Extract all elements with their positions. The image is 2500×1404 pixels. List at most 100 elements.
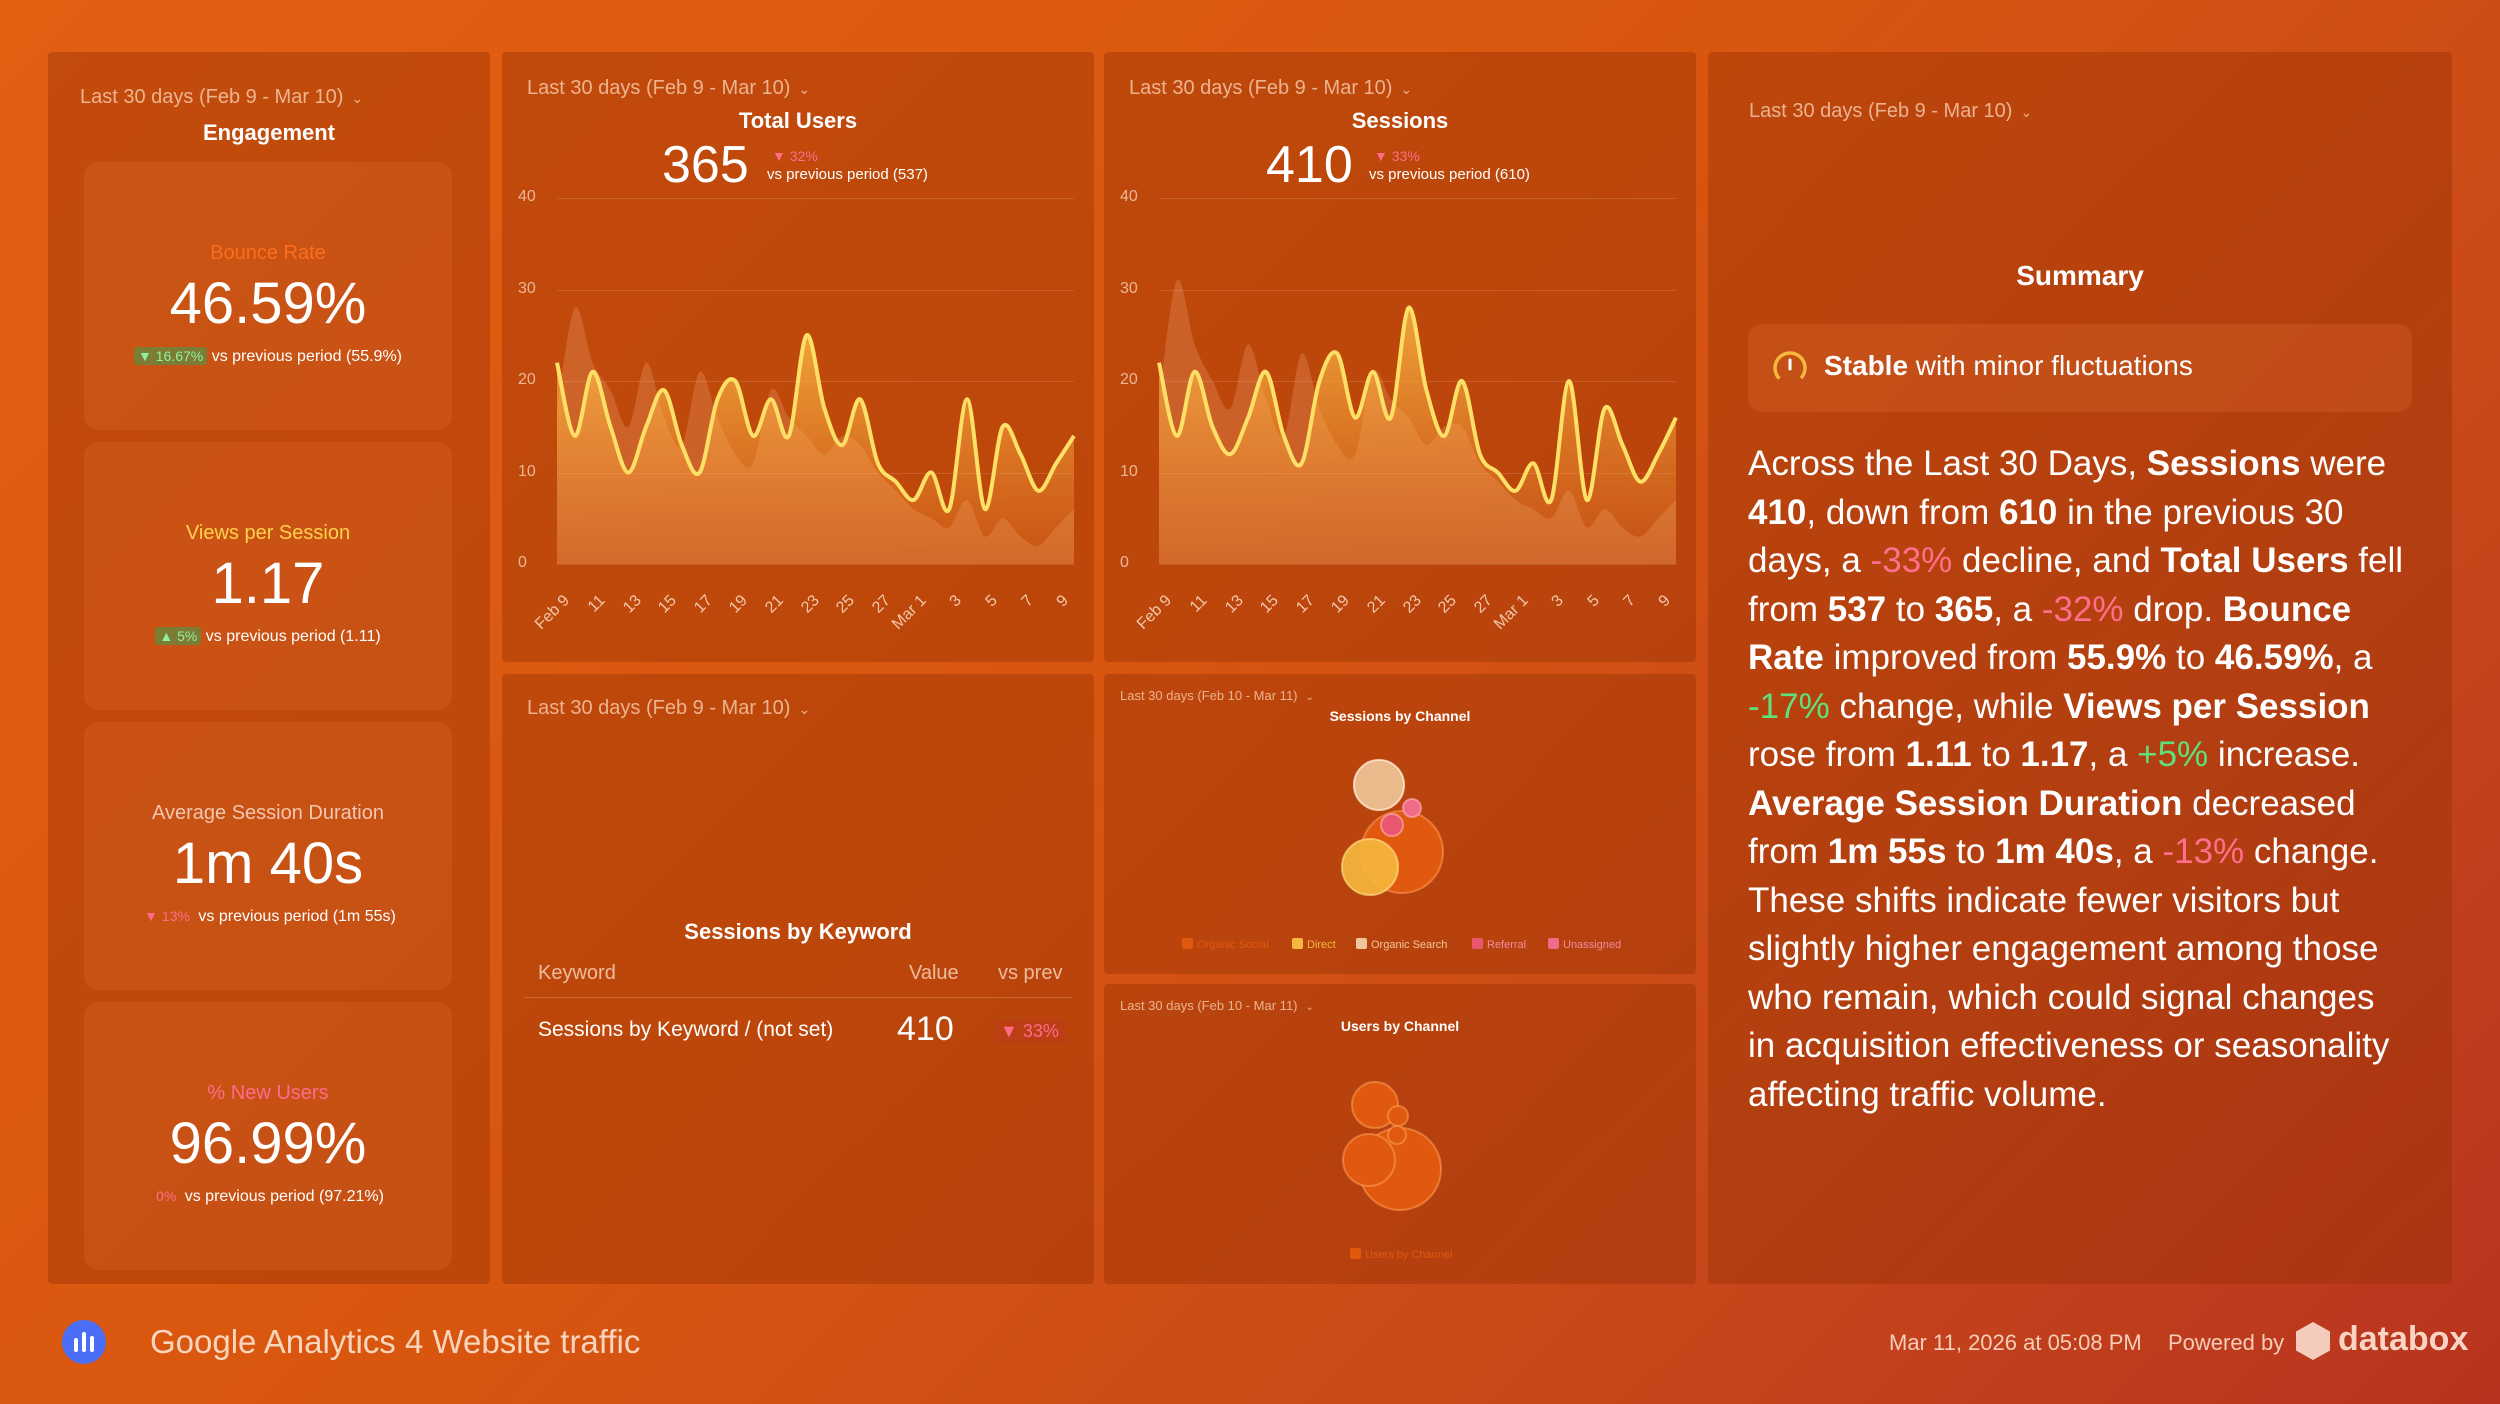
y-tick-label: 40	[518, 188, 536, 205]
metric-value: 1.17	[211, 551, 325, 616]
chevron-down-icon: ⌄	[1305, 692, 1314, 703]
gridline	[557, 564, 1074, 565]
engagement-panel: Last 30 days (Feb 9 - Mar 10) ⌄ Engagemen…	[48, 52, 490, 1284]
gridline	[1159, 564, 1676, 565]
bubble	[1387, 1105, 1409, 1127]
panel-title: Sessions	[1351, 108, 1449, 133]
summary-panel	[1708, 52, 2452, 1284]
comparison-text: vs previous period (610)	[1369, 166, 1530, 183]
legend-item[interactable]: Referral	[1472, 938, 1526, 951]
bubble-referral	[1380, 813, 1404, 837]
date-range-label: Last 30 days (Feb 10 - Mar 11)	[1120, 998, 1298, 1013]
metric-comparison: ▼ 13% vs previous period (1m 55s)	[84, 908, 452, 926]
legend-item[interactable]: Users by Channel	[1350, 1248, 1452, 1261]
metric-label: Average Session Duration	[152, 802, 384, 824]
total-users-panel: Last 30 days (Feb 9 - Mar 10) ⌄ Total Use…	[502, 52, 1094, 662]
current-period-line	[555, 333, 1076, 514]
metric-comparison: 0% vs previous period (97.21%)	[84, 1188, 452, 1206]
column-header-vs-prev[interactable]: vs prev	[998, 962, 1063, 984]
chevron-down-icon: ⌄	[351, 90, 364, 106]
panel-title: Sessions by Keyword	[684, 919, 912, 944]
change-badge: ▼ 33%	[1374, 148, 1420, 164]
status-badge: Stable with minor fluctuations	[1748, 324, 2412, 412]
date-range-label: Last 30 days (Feb 9 - Mar 10)	[1749, 100, 2013, 122]
keyword-cell: Sessions by Keyword / (not set)	[538, 1018, 834, 1041]
powered-by-label: Powered by	[2168, 1330, 2285, 1355]
date-range-selector[interactable]: Last 30 days (Feb 10 - Mar 11) ⌄	[1120, 998, 1314, 1013]
y-tick-label: 30	[518, 279, 536, 297]
legend-label: Organic Social	[1197, 939, 1269, 951]
legend-swatch	[1292, 938, 1303, 949]
date-range-label: Last 30 days (Feb 9 - Mar 10)	[527, 77, 791, 99]
column-header-value[interactable]: Value	[909, 962, 959, 984]
date-range-selector[interactable]: Last 30 days (Feb 10 - Mar 11) ⌄	[1120, 688, 1314, 703]
y-tick-label: 10	[1120, 462, 1138, 480]
legend-item[interactable]: Organic Social	[1182, 938, 1269, 951]
sessions-panel: Last 30 days (Feb 9 - Mar 10) ⌄ Sessions …	[1104, 52, 1696, 662]
y-tick-label: 30	[1120, 279, 1138, 297]
gridline	[1159, 198, 1676, 199]
dashboard-title: Google Analytics 4 Website traffic	[150, 1323, 641, 1360]
date-range-selector[interactable]: Last 30 days (Feb 9 - Mar 10) ⌄	[527, 697, 810, 720]
date-range-selector[interactable]: Last 30 days (Feb 9 - Mar 10) ⌄	[527, 77, 810, 100]
panel-title: Summary	[2016, 260, 2144, 291]
legend-swatch	[1472, 938, 1483, 949]
y-tick-label: 20	[518, 371, 536, 388]
legend-label: Direct	[1307, 939, 1336, 951]
date-range-selector[interactable]: Last 30 days (Feb 9 - Mar 10) ⌄	[80, 86, 363, 109]
current-period-area	[1159, 307, 1676, 564]
y-tick-label: 40	[1120, 188, 1138, 205]
legend-item[interactable]: Direct	[1292, 938, 1336, 951]
comparison-text: vs previous period (97.21%)	[184, 1188, 384, 1205]
legend-label: Referral	[1487, 939, 1527, 951]
date-range-selector[interactable]: Last 30 days (Feb 9 - Mar 10) ⌄	[1749, 100, 2032, 123]
metric-tile-views-per-session[interactable]: Views per Session 1.17 ▲ 5% vs previous …	[84, 442, 452, 710]
comparison-text: vs previous period (537)	[767, 166, 928, 183]
table-row[interactable]: Sessions by Keyword / (not set) 410 ▼ 33…	[502, 1000, 1094, 1060]
bubble-unassigned	[1402, 798, 1422, 818]
bubble	[1342, 1133, 1396, 1187]
bubble-organic-search	[1353, 759, 1405, 811]
change-badge: ▲ 5%	[155, 627, 202, 645]
legend-swatch	[1548, 938, 1559, 949]
panel-title: Users by Channel	[1340, 1018, 1460, 1034]
status-rest: with minor fluctuations	[1908, 350, 2193, 381]
databox-logo-icon[interactable]	[62, 1320, 106, 1364]
current-period-area	[557, 334, 1074, 564]
panel-title: Total Users	[738, 108, 858, 133]
table-divider	[524, 997, 1072, 998]
sessions-by-keyword-panel: Last 30 days (Feb 9 - Mar 10) ⌄ Sessions …	[502, 674, 1094, 1284]
date-range-label: Last 30 days (Feb 10 - Mar 11)	[1120, 688, 1298, 703]
date-range-label: Last 30 days (Feb 9 - Mar 10)	[80, 86, 344, 108]
legend-label: Users by Channel	[1365, 1249, 1453, 1261]
bubble	[1387, 1125, 1407, 1145]
metric-tile-bounce-rate[interactable]: Bounce Rate 46.59% ▼ 16.67% vs previous …	[84, 162, 452, 430]
area-chart-svg	[555, 306, 1076, 564]
legend-item[interactable]: Organic Search	[1356, 938, 1447, 951]
change-badge: ▼ 13%	[144, 908, 190, 924]
metric-tile-avg-session-duration[interactable]: Average Session Duration 1m 40s ▼ 13% vs…	[84, 722, 452, 990]
databox-brand-link[interactable]: databox	[2338, 1320, 2469, 1358]
panel-title: Sessions by Channel	[1329, 708, 1471, 724]
column-header-keyword[interactable]: Keyword	[538, 962, 616, 984]
date-range-selector[interactable]: Last 30 days (Feb 9 - Mar 10) ⌄	[1129, 77, 1412, 100]
legend-swatch	[1356, 938, 1367, 949]
metric-comparison: ▲ 5% vs previous period (1.11)	[84, 627, 452, 646]
date-range-label: Last 30 days (Feb 9 - Mar 10)	[527, 697, 791, 719]
bubble-chart[interactable]	[1104, 984, 1696, 1284]
legend-item[interactable]: Unassigned	[1548, 938, 1621, 951]
y-tick-label: 0	[1120, 554, 1129, 571]
metric-tile-new-users[interactable]: % New Users 96.99% 0% vs previous period…	[84, 1002, 452, 1270]
status-text: Stable with minor fluctuations	[1824, 350, 2193, 382]
date-range-label: Last 30 days (Feb 9 - Mar 10)	[1129, 77, 1393, 99]
metric-value: 1m 40s	[172, 831, 364, 896]
gridline	[557, 289, 1074, 291]
gridline	[1159, 289, 1676, 291]
bubble-chart[interactable]	[1104, 674, 1696, 974]
chevron-down-icon: ⌄	[1305, 1002, 1314, 1013]
area-chart-svg	[1157, 279, 1678, 564]
legend-swatch	[1350, 1248, 1361, 1259]
chevron-down-icon: ⌄	[798, 81, 811, 97]
